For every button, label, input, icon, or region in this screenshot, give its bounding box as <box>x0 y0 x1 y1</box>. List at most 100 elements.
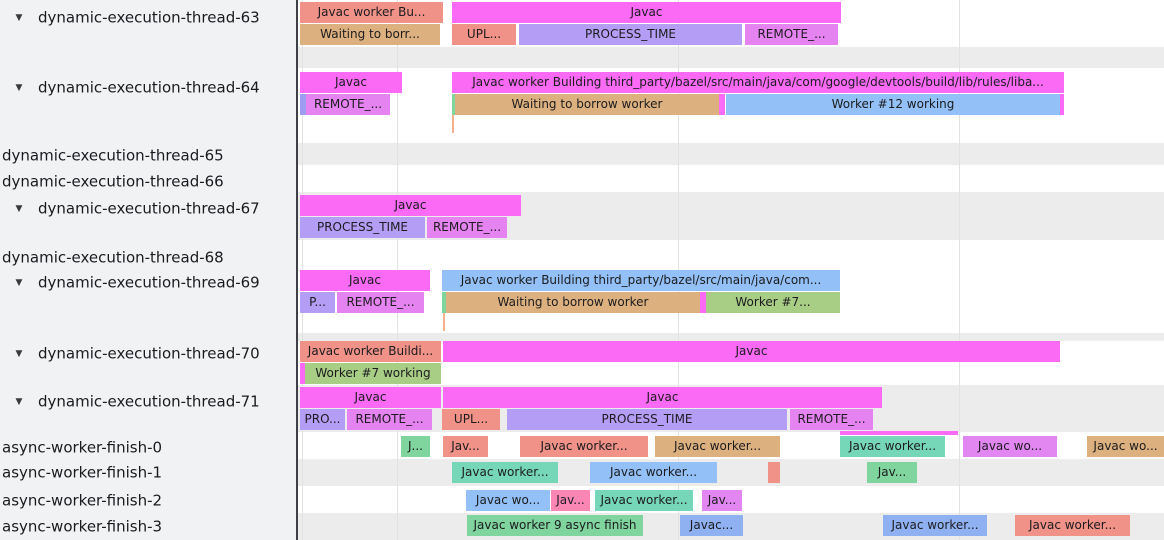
timeline-slice[interactable]: Javac worker... <box>655 436 780 457</box>
timeline-slice[interactable]: Javac worker... <box>595 490 693 511</box>
timeline-slice[interactable]: REMOTE_... <box>306 94 390 115</box>
timeline-slice[interactable]: PROCESS_TIME <box>507 409 787 430</box>
sidebar-divider <box>296 0 298 540</box>
timeline-slice[interactable]: REMOTE_... <box>427 217 507 238</box>
timeline-slice[interactable]: Waiting to borrow worker <box>455 94 719 115</box>
timeline-slice[interactable]: Javac <box>452 2 841 23</box>
timeline-slice[interactable]: UPL... <box>442 409 500 430</box>
track-name-label: dynamic-execution-thread-66 <box>2 172 224 191</box>
timeline-slice[interactable] <box>700 292 706 313</box>
flow-event-tick <box>452 115 454 133</box>
track-row-dynamic-execution-thread-64[interactable]: ▼ dynamic-execution-thread-64 <box>0 78 296 97</box>
timeline-slice[interactable] <box>719 94 725 115</box>
timeline-slice[interactable]: Javac worker... <box>520 436 648 457</box>
collapse-triangle-icon[interactable]: ▼ <box>15 396 23 407</box>
timeline-slice[interactable]: Worker #7... <box>706 292 840 313</box>
slice-label: Javac worker... <box>461 465 549 479</box>
track-name-label: dynamic-execution-thread-67 <box>38 199 260 218</box>
slice-label: Javac worker... <box>540 439 628 453</box>
timeline-slice[interactable] <box>840 431 958 435</box>
timeline-slice[interactable]: J... <box>401 436 430 457</box>
timeline-slice[interactable]: Javac worker Building third_party/bazel/… <box>452 72 1064 93</box>
timeline-slice[interactable]: Javac <box>300 387 441 408</box>
slice-label: Worker #7 working <box>315 366 431 380</box>
timeline-slice[interactable]: Javac worker... <box>452 462 558 483</box>
time-gridline <box>959 0 960 540</box>
timeline-slice[interactable]: Javac <box>443 341 1060 362</box>
timeline-slice[interactable]: Javac worker... <box>840 436 945 457</box>
timeline-slice[interactable]: REMOTE_... <box>347 409 432 430</box>
timeline-slice[interactable]: Javac worker Buildi... <box>300 341 441 362</box>
slice-label: REMOTE_... <box>432 220 502 234</box>
timeline-slice[interactable]: Jav... <box>443 436 488 457</box>
timeline-slice[interactable]: PROCESS_TIME <box>300 217 425 238</box>
track-background-stripe <box>296 143 1164 165</box>
collapse-triangle-icon[interactable]: ▼ <box>15 348 23 359</box>
timeline-slice[interactable] <box>1060 94 1064 115</box>
timeline-slice[interactable] <box>768 462 780 483</box>
track-row-dynamic-execution-thread-69[interactable]: ▼ dynamic-execution-thread-69 <box>0 273 296 291</box>
timeline-slice[interactable]: Javac wo... <box>1087 436 1164 457</box>
timeline-slice[interactable] <box>442 292 446 313</box>
timeline-slice[interactable]: PROCESS_TIME <box>519 24 742 45</box>
timeline-slice[interactable]: Javac wo... <box>466 490 550 511</box>
timeline-slice[interactable]: Waiting to borr... <box>300 24 440 45</box>
slice-label: PROCESS_TIME <box>601 412 693 426</box>
timeline-slice[interactable]: PRO... <box>300 409 345 430</box>
timeline-slice[interactable]: Javac worker Bu... <box>300 2 443 23</box>
timeline-slice[interactable]: REMOTE_... <box>745 24 838 45</box>
slice-label: Waiting to borr... <box>320 27 420 41</box>
timeline-slice[interactable]: P... <box>300 292 335 313</box>
slice-label: Javac worker Buildi... <box>307 344 434 358</box>
timeline-slice[interactable]: Javac wo... <box>963 436 1057 457</box>
timeline-slice[interactable]: Jav... <box>702 490 742 511</box>
slice-label: Javac worker... <box>891 518 979 532</box>
timeline-slice[interactable]: Javac worker 9 async finish <box>467 515 643 536</box>
slice-label: Javac <box>735 344 768 358</box>
timeline-slice[interactable] <box>452 94 455 115</box>
track-row-dynamic-execution-thread-67[interactable]: ▼ dynamic-execution-thread-67 <box>0 199 296 218</box>
collapse-triangle-icon[interactable]: ▼ <box>15 277 23 288</box>
track-row-async-worker-finish-3[interactable]: ▼async-worker-finish-3 <box>0 517 296 535</box>
track-row-async-worker-finish-2[interactable]: ▼async-worker-finish-2 <box>0 491 296 509</box>
slice-label: Javac worker 9 async finish <box>473 518 637 532</box>
slice-label: Javac <box>335 75 367 89</box>
timeline-slice[interactable]: Javac <box>300 195 521 216</box>
timeline-slice[interactable]: Jav... <box>551 490 590 511</box>
track-name-label: dynamic-execution-thread-64 <box>38 78 260 97</box>
timeline-slice[interactable]: Javac worker... <box>590 462 717 483</box>
timeline-slice[interactable]: Javac... <box>680 515 743 536</box>
flow-event-tick <box>443 313 445 331</box>
timeline-slice[interactable]: REMOTE_... <box>790 409 873 430</box>
track-name-label: dynamic-execution-thread-70 <box>38 344 260 363</box>
track-row-dynamic-execution-thread-63[interactable]: ▼ dynamic-execution-thread-63 <box>0 8 296 26</box>
timeline-slice[interactable]: Javac <box>443 387 882 408</box>
track-row-dynamic-execution-thread-66[interactable]: ▼dynamic-execution-thread-66 <box>0 172 296 191</box>
track-row-dynamic-execution-thread-71[interactable]: ▼ dynamic-execution-thread-71 <box>0 392 296 410</box>
track-row-async-worker-finish-0[interactable]: ▼async-worker-finish-0 <box>0 438 296 456</box>
timeline-slice[interactable]: Jav... <box>867 462 917 483</box>
track-row-dynamic-execution-thread-70[interactable]: ▼ dynamic-execution-thread-70 <box>0 344 296 363</box>
slice-label: PRO... <box>304 412 341 426</box>
collapse-triangle-icon[interactable]: ▼ <box>15 12 23 23</box>
timeline-slice[interactable]: Javac <box>300 72 402 93</box>
timeline-slice[interactable]: Javac <box>300 270 430 291</box>
timeline-slice[interactable]: Javac worker... <box>883 515 987 536</box>
collapse-triangle-icon[interactable]: ▼ <box>15 82 23 93</box>
timeline-slice[interactable]: Worker #12 working <box>726 94 1060 115</box>
slice-label: Worker #7... <box>735 295 811 309</box>
timeline-slice[interactable]: UPL... <box>452 24 516 45</box>
track-row-dynamic-execution-thread-65[interactable]: ▼dynamic-execution-thread-65 <box>0 146 296 164</box>
slice-label: Waiting to borrow worker <box>511 97 663 111</box>
track-row-dynamic-execution-thread-68[interactable]: ▼dynamic-execution-thread-68 <box>0 248 296 266</box>
timeline-slice[interactable]: Waiting to borrow worker <box>446 292 700 313</box>
timeline-slice[interactable]: REMOTE_... <box>337 292 424 313</box>
collapse-triangle-icon[interactable]: ▼ <box>15 203 23 214</box>
timeline-slice[interactable]: Javac worker Building third_party/bazel/… <box>442 270 840 291</box>
track-row-async-worker-finish-1[interactable]: ▼async-worker-finish-1 <box>0 463 296 481</box>
timeline-slice[interactable] <box>300 94 306 115</box>
timeline-slice[interactable]: Worker #7 working <box>305 363 441 384</box>
timeline-slice[interactable]: Javac worker... <box>1015 515 1130 536</box>
timeline-slice[interactable] <box>300 363 305 384</box>
track-background-stripe <box>296 333 1164 341</box>
